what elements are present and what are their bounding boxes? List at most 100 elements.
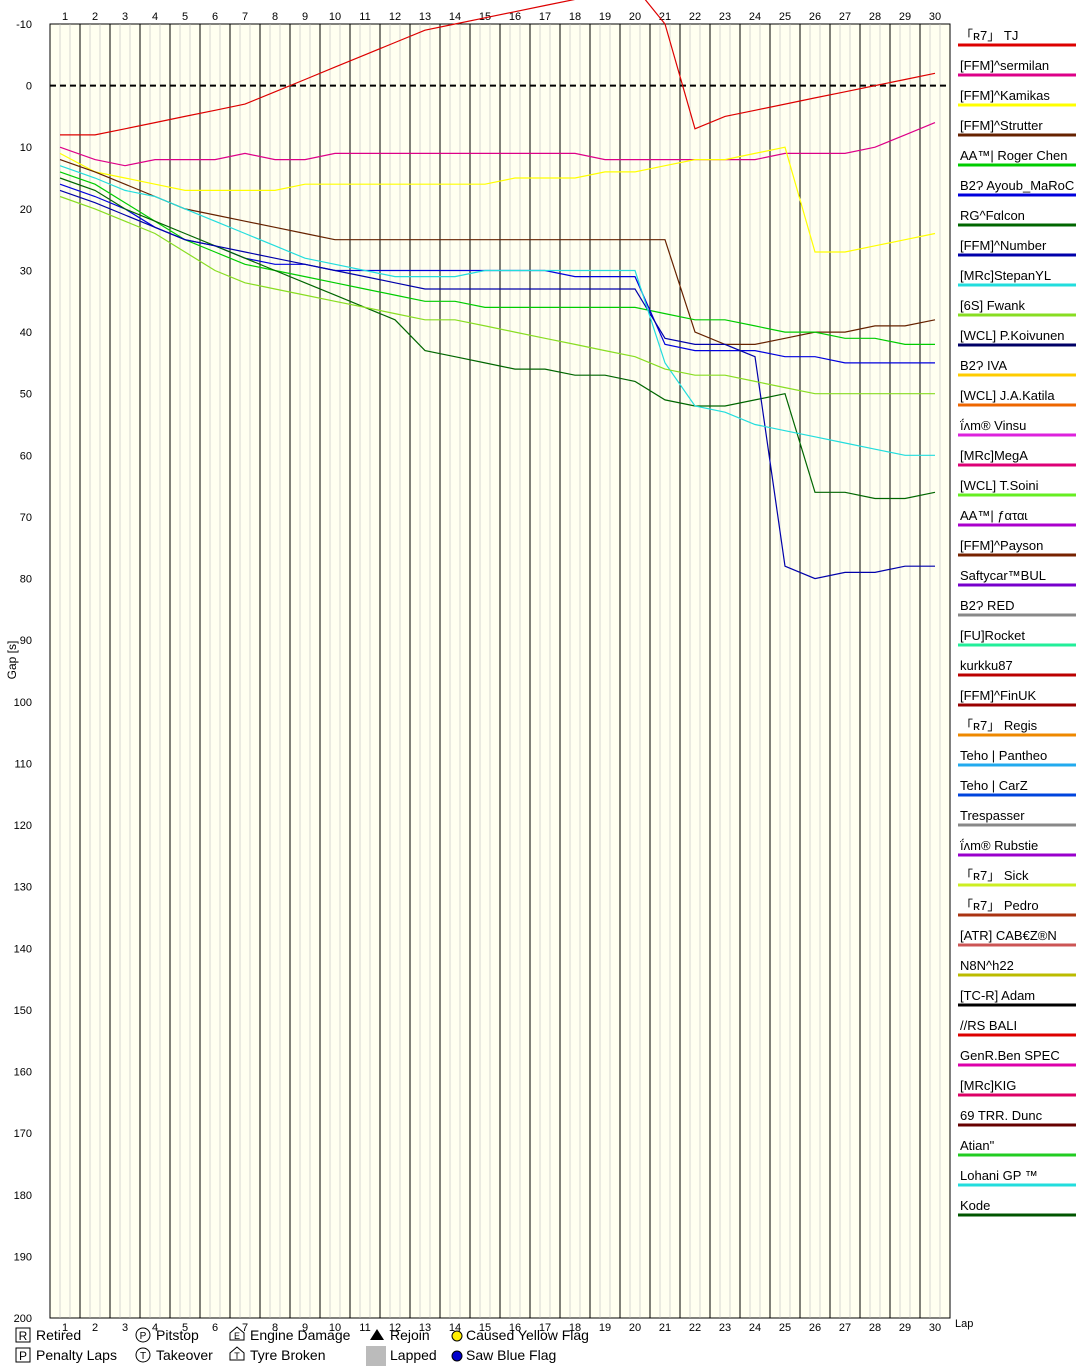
legend-label: AA™| ƒαταɩ	[960, 508, 1028, 523]
y-tick-label: 80	[20, 574, 32, 586]
x-tick-label-top: 15	[479, 11, 491, 23]
legend-label: [ATR] CAB€Z®N	[960, 928, 1057, 943]
x-tick-label-bottom: 12	[389, 1322, 401, 1334]
bottom-legend: R Retired P Pitstop E Engine Damage Rejoin Caus…	[15, 1326, 589, 1366]
x-tick-label-top: 8	[272, 11, 278, 23]
legend-label: GenR.Ben SPEC	[960, 1048, 1060, 1063]
bottom-legend-item: R Retired	[15, 1327, 81, 1343]
bottom-legend-label: Rejoin	[390, 1327, 430, 1343]
series-line	[59, 189, 935, 580]
x-tick-label-top: 11	[359, 11, 370, 23]
x-tick-label-bottom: 2	[92, 1322, 98, 1334]
series-line	[59, 177, 936, 500]
x-tick-label-bottom: 7	[242, 1322, 248, 1334]
x-tick-label-bottom: 8	[272, 1322, 278, 1334]
x-tick-label-top: 28	[869, 11, 881, 23]
legend-label: B2Ɂ IVA	[960, 358, 1007, 373]
y-tick-label: -10	[16, 19, 32, 31]
legend-label: Saftycar™BUL	[960, 568, 1046, 583]
yellow-flag-icon	[451, 1330, 463, 1342]
x-tick-label-top: 2	[92, 11, 98, 23]
x-tick-label-bottom: 13	[419, 1322, 431, 1334]
x-tick-label-top: 27	[839, 11, 851, 23]
series-line	[59, 159, 936, 345]
lap-gridlines	[49, 24, 951, 1318]
bottom-legend-label: Takeover	[156, 1347, 213, 1363]
tyre-broken-icon	[229, 1346, 245, 1361]
legend-label: [FFM]^Payson	[960, 538, 1043, 553]
bottom-legend-item: P Pitstop	[135, 1327, 199, 1343]
x-tick-label-bottom: 29	[899, 1322, 911, 1334]
x-tick-label-top: 13	[419, 11, 431, 23]
y-tick-label: 140	[14, 943, 32, 955]
legend-label: [FFM]^sermilan	[960, 58, 1049, 73]
legend-label: [FFM]^FinUK	[960, 688, 1036, 703]
bottom-legend-label: Saw Blue Flag	[466, 1347, 556, 1363]
x-axis-label: Lap	[955, 1318, 973, 1330]
y-tick-label: 160	[14, 1067, 32, 1079]
x-tick-label-bottom: 21	[659, 1322, 671, 1334]
blue-flag-icon	[451, 1350, 463, 1362]
bottom-legend-label: Penalty Laps	[36, 1347, 117, 1363]
x-tick-label-bottom: 3	[122, 1322, 128, 1334]
x-tick-label-top: 17	[539, 11, 551, 23]
bottom-legend-label: Caused Yellow Flag	[466, 1327, 589, 1343]
x-tick-label-bottom: 6	[212, 1322, 218, 1334]
legend-label: kurkku87	[960, 658, 1013, 673]
x-tick-label-bottom: 22	[689, 1322, 701, 1334]
x-tick-label-bottom: 19	[599, 1322, 611, 1334]
x-tick-label-top: 1	[62, 11, 68, 23]
bottom-legend-item: Rejoin	[370, 1327, 430, 1343]
engine-damage-icon	[229, 1326, 245, 1341]
legend-label: [MRc]StepanYL	[960, 268, 1051, 283]
legend-label: [6S] Fwank	[960, 298, 1026, 313]
legend-label: 69 TRR. Dunc	[960, 1108, 1043, 1123]
x-tick-label-bottom: 27	[839, 1322, 851, 1334]
icon-letter: T	[140, 1351, 146, 1362]
legend-label: ḯʌm® Rubstie	[960, 838, 1038, 853]
series-line	[59, 171, 935, 345]
x-tick-label-bottom: 15	[479, 1322, 491, 1334]
legend-label: [TC-R] Adam	[960, 988, 1035, 1003]
bottom-legend-item: Caused Yellow Flag	[451, 1327, 589, 1343]
x-tick-label-top: 20	[629, 11, 641, 23]
y-tick-label: 20	[20, 204, 32, 216]
bottom-legend-item: Saw Blue Flag	[451, 1347, 556, 1363]
legend-label: N8N^h22	[960, 958, 1014, 973]
x-tick-label-top: 30	[929, 11, 941, 23]
legend-label: Teho | Pantheo	[960, 748, 1047, 763]
legend-label: RG^Fαlcon	[960, 208, 1025, 223]
legend-label: [FFM]^Kamikas	[960, 88, 1050, 103]
legend-label: [FU]Rocket	[960, 628, 1025, 643]
legend-label: B2Ɂ Ayoub_MaRoC	[960, 178, 1074, 193]
retired-icon	[15, 1327, 31, 1343]
legend: 「ʀ7」 TJ [FFM]^sermilan [FFM]^Kamikas [FFM]^…	[958, 28, 1076, 1217]
y-tick-label: 170	[14, 1128, 32, 1140]
y-tick-label: 200	[14, 1313, 32, 1325]
x-tick-label-bottom: 5	[182, 1322, 188, 1334]
y-tick-label: 90	[20, 635, 32, 647]
x-tick-label-top: 6	[212, 11, 218, 23]
legend-label: 「ʀ7」 Regis	[960, 718, 1038, 733]
x-tick-label-top: 29	[899, 11, 911, 23]
x-tick-label-bottom: 28	[869, 1322, 881, 1334]
x-tick-label-top: 9	[302, 11, 308, 23]
y-tick-label: 190	[14, 1251, 32, 1263]
x-tick-label-top: 4	[152, 11, 158, 23]
legend-label: [WCL] T.Soini	[960, 478, 1039, 493]
icon-letter: T	[234, 1351, 240, 1361]
series-line	[60, 0, 936, 136]
y-tick-label: 0	[26, 81, 32, 93]
bottom-legend-label: Tyre Broken	[250, 1347, 325, 1363]
x-tick-label-bottom: 1	[62, 1322, 68, 1334]
lapped-icon	[366, 1346, 386, 1366]
x-tick-label-top: 12	[389, 11, 401, 23]
x-tick-label-bottom: 11	[359, 1322, 370, 1334]
legend-label: 「ʀ7」 Pedro	[960, 898, 1039, 913]
x-tick-label-top: 10	[329, 11, 341, 23]
x-tick-label-bottom: 4	[152, 1322, 158, 1334]
y-tick-label: 120	[14, 820, 32, 832]
x-tick-label-bottom: 10	[329, 1322, 341, 1334]
legend-label: AA™| Roger Chen	[960, 148, 1067, 163]
y-tick-labels: -10 0 10 20 30 40 50 60 70 80 90 100 110 120 130 140 150…	[14, 19, 32, 1325]
